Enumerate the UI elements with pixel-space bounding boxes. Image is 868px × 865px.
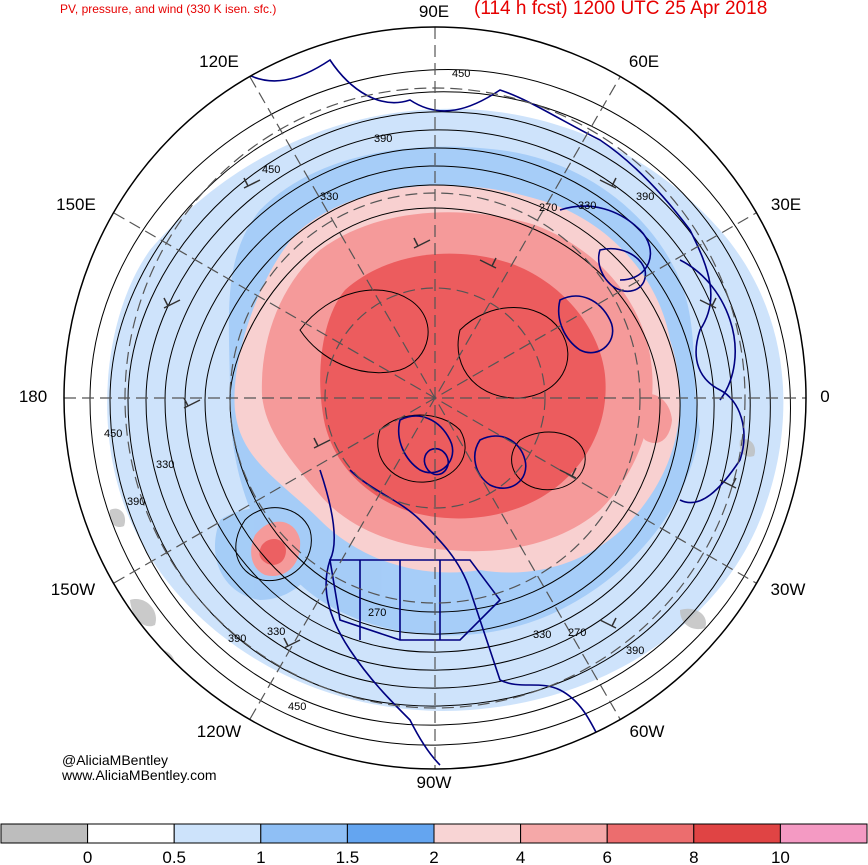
lon-label-60e: 60E [628,52,660,71]
credit-website: www.AliciaMBentley.com [62,767,217,783]
lon-label-150e: 150E [56,195,96,214]
colorbar-bin [779,823,868,844]
contour-label: 270 [539,202,557,214]
polar-map: 450 390 330 270 450 390 330 270 330 390 … [63,26,807,770]
contour-label: 450 [262,164,280,176]
contour-label: 390 [127,496,145,508]
contour-labels: 450 390 330 270 450 390 330 270 330 390 … [104,68,654,713]
colorbar-bin [693,823,781,844]
contour-label: 330 [267,626,285,638]
colorbar-bin [173,823,262,844]
lon-label-30e: 30E [770,195,802,214]
chart-subtitle: PV, pressure, and wind (330 K isen. sfc.… [60,2,277,16]
pv-red-regions [234,185,680,576]
contour-label: 330 [533,629,551,641]
colorbar-tick-label: 2 [429,848,438,865]
contour-label: 390 [636,191,654,203]
colorbar-tick-label: 8 [689,848,698,865]
lon-label-90w: 90W [416,773,452,792]
colorbar-bin [260,823,348,844]
wind-barbs [163,177,737,649]
graticule [64,27,806,769]
lon-label-0: 0 [820,387,830,406]
colorbar-tick-label: 0.5 [162,848,186,865]
contour-label: 330 [320,191,338,203]
colorbar-tick-label: 1 [256,848,265,865]
contour-label: 270 [368,607,386,619]
lon-label-120w: 120W [196,722,242,741]
contour-label: 390 [374,133,392,145]
credit-handle: @AliciaMBentley [62,752,169,768]
contour-label: 330 [578,200,596,212]
colorbar-bin [520,823,608,844]
contour-label: 390 [228,633,246,645]
colorbar-bin [346,823,435,844]
lon-label-60w: 60W [629,722,665,741]
lon-label-90e: 90E [418,2,450,21]
lon-label-180: 180 [18,387,48,406]
contour-label: 390 [626,645,644,657]
colorbar-tick-label: 1.5 [336,848,360,865]
contour-label: 270 [568,627,586,639]
colorbar-tick-label: 4 [516,848,525,865]
colorbar-bin [433,823,522,844]
coastlines [239,58,745,766]
lon-label-150w: 150W [50,580,96,599]
lon-label-120e: 120E [199,52,239,71]
colorbar: 0 0.5 1 1.5 2 4 6 8 10 [0,823,868,865]
colorbar-tick-label: 0 [83,848,92,865]
colorbar-bin [606,823,695,844]
colorbar-bins [0,823,868,844]
colorbar-ticks: 0 0.5 1 1.5 2 4 6 8 10 [83,848,790,865]
colorbar-tick-label: 10 [771,848,790,865]
contour-label: 450 [452,68,470,80]
contour-label: 330 [156,459,174,471]
colorbar-tick-label: 6 [602,848,611,865]
colorbar-bin [87,823,175,844]
colorbar-bin [0,823,89,844]
contour-label: 450 [104,428,122,440]
contour-label: 450 [288,701,306,713]
chart-title: (114 h fcst) 1200 UTC 25 Apr 2018 [474,0,768,19]
lon-label-30w: 30W [770,580,806,599]
map-boundary [63,26,807,770]
